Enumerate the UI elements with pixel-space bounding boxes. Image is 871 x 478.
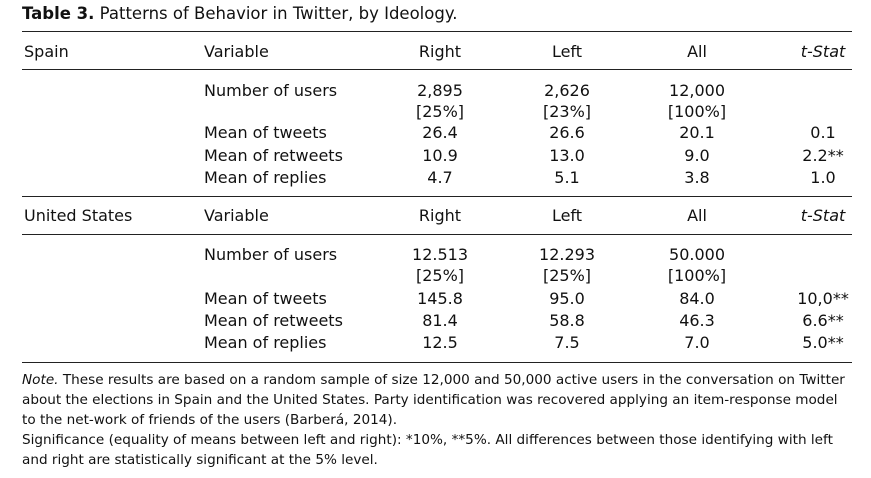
row-label-tweets: Mean of tweets [204,123,327,142]
cell-users-left: 12.293 [539,245,595,264]
cell-tweets-all: 20.1 [679,123,715,142]
cell-users-left-pct: [25%] [542,266,592,285]
significance-note: Significance (equality of means between … [22,432,833,468]
row-label-retweets: Mean of retweets [204,311,343,330]
bottom-rule [22,362,852,363]
cell-retweets-tstat: 2.2** [802,146,844,165]
cell-users-left: 2,626 [544,81,590,100]
group-rule [22,196,852,197]
cell-users-right: 12.513 [412,245,468,264]
header-tstat: t-Stat [800,206,846,225]
header-left: Left [551,206,583,225]
cell-replies-right: 12.5 [422,333,458,352]
cell-users-right: 2,895 [417,81,463,100]
cell-users-all-pct: [100%] [667,266,727,285]
row-label-users: Number of users [204,245,338,264]
header-variable: Variable [204,206,269,225]
cell-retweets-left: 13.0 [549,146,585,165]
header-all: All [687,206,707,225]
header-rule [22,234,852,235]
cell-replies-left: 7.5 [554,333,580,352]
cell-tweets-tstat: 0.1 [810,123,836,142]
cell-tweets-right: 26.4 [422,123,458,142]
cell-retweets-all: 9.0 [684,146,710,165]
row-label-retweets: Mean of retweets [204,146,343,165]
top-rule [22,31,852,32]
cell-replies-right: 4.7 [427,168,453,187]
cell-retweets-all: 46.3 [679,311,715,330]
header-right: Right [418,206,462,225]
cell-replies-tstat: 1.0 [810,168,836,187]
cell-replies-all: 3.8 [684,168,710,187]
row-label-replies: Mean of replies [204,168,327,187]
cell-users-left-pct: [23%] [542,102,592,121]
group-name-spain: Spain [24,42,69,61]
cell-tweets-right: 145.8 [417,289,463,308]
cell-replies-left: 5.1 [554,168,580,187]
header-left: Left [551,42,583,61]
cell-retweets-right: 81.4 [422,311,458,330]
cell-retweets-tstat: 6.6** [802,311,844,330]
cell-retweets-right: 10.9 [422,146,458,165]
table-note: Note. These results are based on a rando… [22,370,854,430]
group-name-united-states: United States [24,206,133,225]
row-label-users: Number of users [204,81,338,100]
header-rule [22,69,852,70]
cell-tweets-left: 26.6 [549,123,585,142]
header-tstat: t-Stat [800,42,846,61]
cell-tweets-all: 84.0 [679,289,715,308]
table-caption-label: Table 3. [22,4,95,23]
table-note-label: Note. [22,372,59,388]
cell-users-right-pct: [25%] [415,102,465,121]
cell-users-all: 50.000 [669,245,725,264]
cell-replies-all: 7.0 [684,333,710,352]
cell-users-all: 12,000 [669,81,725,100]
header-variable: Variable [204,42,269,61]
cell-tweets-left: 95.0 [549,289,585,308]
header-right: Right [418,42,462,61]
table-caption: Table 3. Patterns of Behavior in Twitter… [22,4,458,23]
table-note-text: These results are based on a random samp… [22,372,845,428]
cell-retweets-left: 58.8 [549,311,585,330]
cell-replies-tstat: 5.0** [802,333,844,352]
table-caption-title: Patterns of Behavior in Twitter, by Ideo… [99,4,458,23]
cell-users-right-pct: [25%] [415,266,465,285]
header-all: All [687,42,707,61]
row-label-tweets: Mean of tweets [204,289,327,308]
row-label-replies: Mean of replies [204,333,327,352]
cell-users-all-pct: [100%] [667,102,727,121]
cell-tweets-tstat: 10,0** [797,289,849,308]
